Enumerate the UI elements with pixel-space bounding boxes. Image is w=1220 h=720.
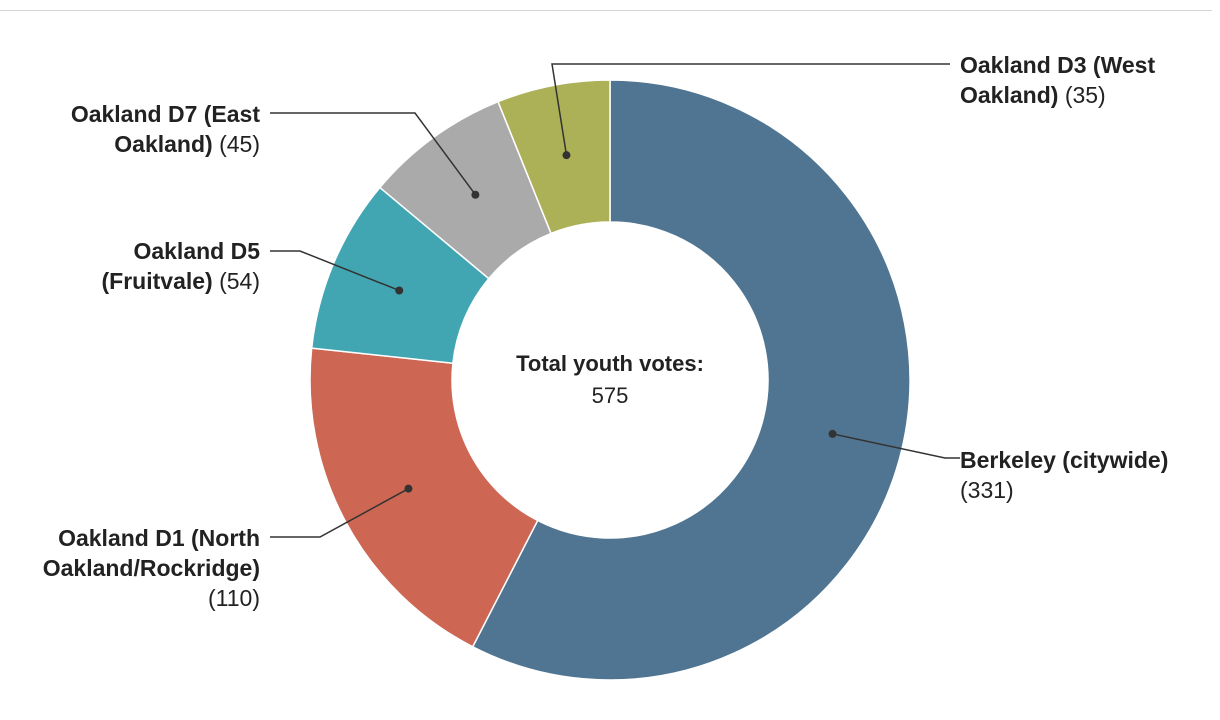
leader-lines-layer bbox=[270, 63, 960, 538]
leader-line-oakland-d1 bbox=[270, 488, 409, 538]
leader-line-oakland-d7 bbox=[270, 112, 477, 196]
leader-dot-berkeley bbox=[828, 429, 837, 438]
donut-center-label: Total youth votes: 575 bbox=[460, 348, 760, 412]
leader-dot-oakland-d3 bbox=[562, 151, 571, 160]
leader-line-berkeley bbox=[832, 433, 960, 459]
center-total-value: 575 bbox=[591, 383, 629, 408]
slice-label-name: Berkeley (citywide) bbox=[960, 447, 1169, 473]
slice-label-name: Oakland D3 (West Oakland) bbox=[960, 52, 1156, 108]
top-divider bbox=[0, 10, 1212, 11]
slice-label-count: (45) bbox=[219, 131, 260, 157]
donut-slice-berkeley bbox=[471, 79, 911, 681]
slice-label-oakland-d7: Oakland D7 (East Oakland) (45) bbox=[30, 99, 260, 159]
leader-dot-oakland-d7 bbox=[471, 190, 480, 199]
leader-dot-oakland-d1 bbox=[404, 484, 413, 493]
slice-label-oakland-d3: Oakland D3 (West Oakland) (35) bbox=[960, 50, 1190, 110]
leader-line-oakland-d5 bbox=[270, 250, 400, 292]
slice-label-count: (110) bbox=[208, 585, 260, 611]
slice-label-berkeley: Berkeley (citywide) (331) bbox=[960, 445, 1210, 505]
leader-line-oakland-d3 bbox=[551, 63, 950, 156]
slice-label-name: Oakland D1 (North Oakland/Rockridge) bbox=[42, 525, 260, 581]
slice-label-count: (331) bbox=[960, 477, 1014, 503]
center-title: Total youth votes: bbox=[516, 351, 704, 376]
leader-dot-oakland-d5 bbox=[395, 286, 404, 295]
slice-label-oakland-d1: Oakland D1 (North Oakland/Rockridge) (11… bbox=[10, 523, 260, 613]
slice-label-name: Oakland D7 (East Oakland) bbox=[70, 101, 260, 157]
slice-label-count: (54) bbox=[219, 268, 260, 294]
donut-slice-oakland-d3 bbox=[497, 79, 611, 235]
slice-label-count: (35) bbox=[1064, 82, 1106, 108]
slices-layer bbox=[309, 79, 911, 681]
slice-label-oakland-d5: Oakland D5 (Fruitvale) (54) bbox=[30, 236, 260, 296]
slice-label-name: Oakland D5 (Fruitvale) bbox=[101, 238, 260, 294]
donut-slice-oakland-d1 bbox=[309, 347, 539, 648]
